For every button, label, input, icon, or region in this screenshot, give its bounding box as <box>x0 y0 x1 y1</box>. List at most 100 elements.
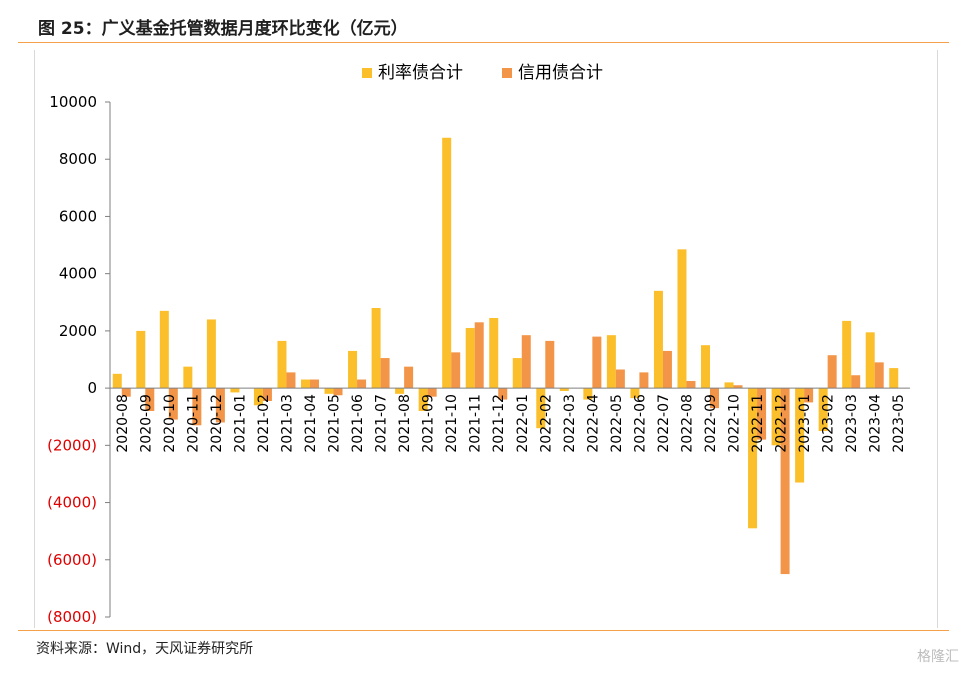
credit-bond-bar-2023-03 <box>851 375 861 389</box>
x-tick-label: 2020-08 <box>115 394 131 453</box>
rate-bond-bar-2022-07 <box>653 290 663 389</box>
rate-bond-bar-2021-09 <box>418 388 428 411</box>
y-tick-label: 4000 <box>59 265 97 283</box>
credit-bond-bar-2021-06 <box>357 379 367 389</box>
rate-bond-bar-2021-03 <box>277 340 287 389</box>
bottom-divider <box>18 630 949 631</box>
credit-bond-bar-2022-07 <box>662 350 672 389</box>
rate-bond-bar-2023-03 <box>842 320 852 389</box>
rate-bond-bar-2021-10 <box>442 137 452 389</box>
credit-bond-bar-2021-08 <box>404 366 414 389</box>
x-tick-label: 2022-11 <box>750 394 766 453</box>
x-tick-label: 2022-08 <box>679 394 695 453</box>
x-tick-label: 2020-09 <box>138 394 154 453</box>
watermark-logo: 格隆汇 <box>917 649 959 665</box>
rate-bond-bar-2021-06 <box>348 350 358 389</box>
x-tick-label: 2022-10 <box>727 394 743 453</box>
rate-bond-bar-2021-11 <box>465 328 475 389</box>
x-tick-label: 2022-04 <box>585 394 601 453</box>
rate-bond-bar-2021-08 <box>395 388 405 394</box>
rate-bond-bar-2021-12 <box>489 318 499 389</box>
bars <box>112 137 899 575</box>
y-tick-label: 2000 <box>59 322 97 340</box>
x-tick-label: 2023-05 <box>891 394 907 453</box>
x-tick-label: 2020-11 <box>185 394 201 453</box>
x-tick-label: 2021-06 <box>350 394 366 453</box>
rate-bond-bar-2022-09 <box>701 345 710 389</box>
rate-bond-bar-2022-10 <box>724 382 734 389</box>
credit-bond-bar-2020-08 <box>121 388 131 397</box>
credit-bond-bar-2022-04 <box>592 336 602 389</box>
credit-bond-bar-2021-10 <box>451 352 461 389</box>
y-tick-label: (2000) <box>47 436 97 454</box>
x-axis: 2020-08 2020-09 2020-10 2020-11 2020-12 2021-… <box>110 387 910 453</box>
rate-bond-bar-2021-02 <box>253 388 263 406</box>
y-tick-label: 0 <box>87 379 97 397</box>
credit-bond-bar-2022-05 <box>615 369 625 389</box>
x-tick-label: 2022-05 <box>609 394 625 453</box>
credit-bond-bar-2020-10 <box>168 388 178 420</box>
y-tick-label: 6000 <box>59 207 97 225</box>
x-tick-label: 2022-02 <box>538 394 554 453</box>
legend-swatch-credit <box>502 68 512 78</box>
y-tick-label: 8000 <box>59 150 97 168</box>
credit-bond-bar-2022-06 <box>639 372 649 389</box>
rate-bond-bar-2020-09 <box>136 330 146 389</box>
rate-bond-bar-2022-04 <box>583 388 593 400</box>
credit-bond-bar-2020-12 <box>215 388 225 423</box>
y-tick-label: (8000) <box>47 608 97 626</box>
x-tick-label: 2022-09 <box>703 394 719 453</box>
rate-bond-bar-2023-05 <box>889 368 899 389</box>
legend-swatch-rate <box>362 68 372 78</box>
x-tick-label: 2022-12 <box>774 394 790 453</box>
rate-bond-bar-2022-06 <box>630 388 640 399</box>
credit-bond-bar-2021-11 <box>474 322 484 389</box>
credit-bond-bar-2021-03 <box>286 372 296 389</box>
credit-bond-bar-2020-09 <box>145 388 155 411</box>
x-tick-label: 2023-04 <box>868 394 884 453</box>
legend-label-credit: 信用债合计 <box>518 63 603 83</box>
x-tick-label: 2021-10 <box>444 394 460 453</box>
credit-bond-bar-2021-09 <box>427 388 437 397</box>
y-tick-label: (4000) <box>47 494 97 512</box>
rate-bond-bar-2021-01 <box>230 388 240 393</box>
rate-bond-bar-2021-04 <box>301 379 310 389</box>
x-tick-label: 2022-03 <box>562 394 578 453</box>
credit-bond-bar-2021-04 <box>310 379 319 389</box>
credit-bond-bar-2021-12 <box>498 388 508 400</box>
x-tick-label: 2021-03 <box>279 394 295 453</box>
y-tick-label: 10000 <box>49 93 97 111</box>
credit-bond-bar-2022-12 <box>780 388 790 575</box>
x-tick-label: 2022-01 <box>515 394 531 453</box>
x-tick-label: 2021-09 <box>421 394 437 453</box>
rate-bond-bar-2020-12 <box>206 319 216 389</box>
credit-bond-bar-2022-10 <box>733 385 743 389</box>
source-note: 资料来源：Wind，天风证券研究所 <box>36 641 254 657</box>
credit-bond-bar-2023-01 <box>804 388 814 403</box>
x-tick-label: 2021-08 <box>397 394 413 453</box>
x-tick-label: 2023-03 <box>844 394 860 453</box>
credit-bond-bar-2022-08 <box>686 380 696 389</box>
credit-bond-bar-2022-01 <box>521 335 531 389</box>
x-tick-label: 2021-07 <box>374 394 390 453</box>
credit-bond-bar-2021-07 <box>380 358 390 389</box>
rate-bond-bar-2020-11 <box>183 366 193 389</box>
rate-bond-bar-2022-03 <box>559 388 569 391</box>
rate-bond-bar-2020-08 <box>112 373 122 389</box>
credit-bond-bar-2023-02 <box>827 355 837 389</box>
rate-bond-bar-2023-02 <box>818 388 828 432</box>
x-tick-label: 2023-02 <box>821 394 837 453</box>
y-tick-label: (6000) <box>47 551 97 569</box>
rate-bond-bar-2022-08 <box>677 249 687 389</box>
credit-bond-bar-2021-02 <box>262 388 272 401</box>
rate-bond-bar-2020-10 <box>159 310 169 389</box>
credit-bond-bar-2020-11 <box>192 388 202 426</box>
credit-bond-bar-2022-11 <box>757 388 767 440</box>
x-tick-label: 2022-07 <box>656 394 672 453</box>
rate-bond-bar-2021-07 <box>371 308 381 389</box>
chart-frame <box>34 50 938 628</box>
rate-bond-bar-2022-11 <box>748 388 758 529</box>
credit-bond-bar-2021-05 <box>333 388 343 396</box>
x-tick-label: 2022-06 <box>632 394 648 453</box>
